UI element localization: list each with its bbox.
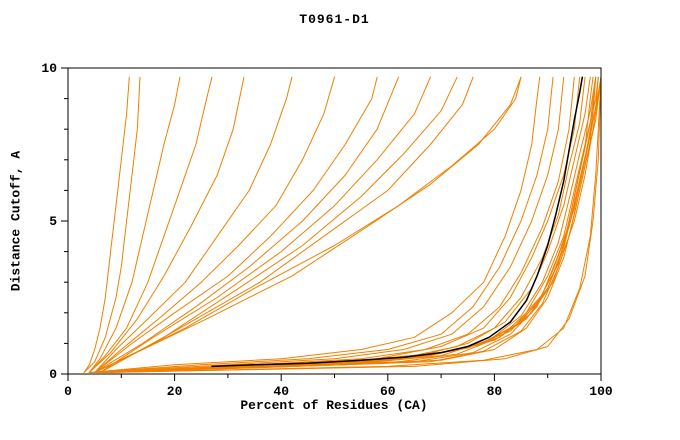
- y-axis-label: Distance Cutoff, A: [8, 150, 24, 292]
- curve-model-27: [99, 76, 597, 373]
- curve-model-02: [83, 76, 141, 373]
- curve-model-32: [94, 76, 522, 373]
- x-axis-label: Percent of Residues (CA): [240, 398, 428, 413]
- y-tick-label: 0: [49, 367, 57, 382]
- curve-model-31: [104, 76, 602, 373]
- curve-model-08: [94, 76, 378, 373]
- curve-model-13: [88, 76, 541, 373]
- curve-model-20: [99, 76, 597, 373]
- curve-model-29: [104, 76, 599, 373]
- curve-reference: [211, 76, 584, 368]
- curve-model-05: [88, 76, 245, 373]
- curve-model-28: [99, 76, 597, 373]
- curve-model-01: [83, 76, 130, 373]
- curve-model-14: [88, 76, 554, 373]
- curve-model-33: [94, 76, 522, 373]
- y-tick-label: 10: [41, 61, 57, 76]
- chart-title: T0961-D1: [299, 12, 370, 27]
- curve-model-09: [94, 76, 399, 373]
- curve-model-16: [94, 76, 575, 373]
- curve-model-12: [99, 76, 474, 373]
- curve-model-03: [88, 76, 181, 373]
- curve-model-11: [99, 76, 458, 373]
- x-tick-label: 0: [64, 384, 72, 399]
- x-tick-label: 80: [487, 384, 503, 399]
- y-tick-label: 5: [49, 214, 57, 229]
- curve-model-30: [104, 76, 602, 373]
- x-tick-label: 20: [167, 384, 183, 399]
- curve-model-15: [88, 76, 565, 373]
- x-tick-label: 100: [589, 384, 613, 399]
- curve-model-10: [99, 76, 431, 373]
- curve-model-06: [94, 76, 293, 373]
- curve-model-25: [94, 76, 594, 373]
- curve-model-04: [88, 76, 213, 373]
- curve-model-07: [94, 76, 335, 373]
- x-tick-label: 60: [380, 384, 396, 399]
- x-tick-label: 40: [273, 384, 289, 399]
